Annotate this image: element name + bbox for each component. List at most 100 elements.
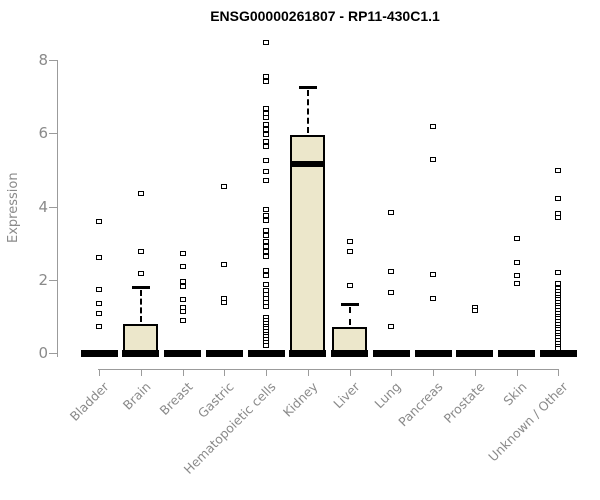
y-tick-mark [49,133,57,135]
x-tick-mark [433,368,434,376]
outlier-point [263,158,269,164]
outlier-point [179,317,186,323]
chart-title: ENSG00000261807 - RP11-430C1.1 [210,8,440,24]
outlier-point [96,219,102,225]
y-axis-line [57,60,58,357]
outlier-point [346,249,353,255]
y-tick-label: 0 [38,344,48,362]
outlier-point [263,74,269,80]
median-line [292,161,324,168]
outlier-point [430,123,436,129]
outlier-point [263,212,269,218]
y-tick-label: 8 [38,51,48,70]
outlier-point [388,323,395,329]
outlier-point [263,127,269,133]
outlier-point [263,304,269,310]
outlier-point [263,168,269,174]
zero-median-bar [122,350,160,357]
outlier-point [179,309,186,315]
outlier-point [388,290,395,296]
outlier-point [513,280,520,286]
zero-median-bar [80,350,118,357]
outlier-point [263,78,269,84]
x-tick-mark [99,368,100,376]
outlier-point [221,295,228,301]
zero-median-bar [498,350,535,357]
outlier-point [263,218,269,224]
outlier-point [430,295,436,301]
outlier-point [96,286,102,292]
zero-median-bar [414,350,452,357]
outlier-point [179,279,186,285]
outlier-point [555,280,562,286]
outlier-point [221,300,228,306]
zero-median-bar [247,350,285,357]
outlier-point [179,284,186,290]
outlier-point [263,233,269,238]
outlier-point [263,243,269,249]
x-tick-mark [474,368,476,376]
outlier-point [263,132,269,138]
zero-median-bar [456,350,494,357]
box-kidney [290,135,326,353]
outlier-point [555,346,562,352]
y-tick-mark [49,60,57,62]
outlier-point [471,307,478,313]
outlier-point [263,249,269,255]
outlier-point [263,254,269,260]
outlier-point [388,269,395,275]
outlier-point [263,40,269,46]
y-tick-mark [49,279,57,281]
x-tick-mark [266,368,267,376]
x-tick-mark [558,368,560,376]
whisker-line [348,306,351,326]
outlier-point [263,238,269,244]
outlier-point [263,138,269,144]
outlier-point [346,283,353,289]
outlier-point [346,239,353,245]
zero-median-bar [164,350,201,357]
outlier-point [96,324,102,330]
x-tick-mark [224,368,226,376]
outlier-point [137,270,144,276]
y-tick-label: 4 [38,197,48,216]
outlier-point [137,249,144,255]
whisker-line [139,290,142,323]
outlier-point [263,273,269,279]
outlier-point [513,272,520,278]
x-tick-mark [349,368,351,376]
outlier-point [263,106,269,111]
y-tick-mark [49,206,57,208]
outlier-point [513,235,520,241]
outlier-point [96,300,102,306]
x-tick-mark [391,368,393,376]
x-tick-mark [307,368,309,376]
outlier-point [137,190,144,196]
outlier-point [263,144,269,150]
outlier-point [430,272,436,278]
zero-median-bar [331,350,368,357]
outlier-point [263,282,269,288]
outlier-point [221,261,228,267]
outlier-point [555,167,562,173]
outlier-point [221,184,228,190]
outlier-point [555,269,562,275]
x-tick-mark [140,368,142,376]
zero-median-bar [205,350,243,357]
outlier-point [263,207,269,213]
whisker-cap [298,86,317,90]
outlier-point [555,196,562,202]
y-tick-label: 6 [38,124,48,143]
zero-median-bar [539,350,577,357]
outlier-point [388,210,395,216]
outlier-point [179,263,186,269]
zero-median-bar [372,350,410,357]
whisker-line [306,90,309,134]
outlier-point [555,215,562,221]
zero-median-bar [289,350,327,357]
outlier-point [96,254,102,260]
outlier-point [263,178,269,184]
whisker-cap [131,286,150,290]
outlier-point [263,342,269,348]
